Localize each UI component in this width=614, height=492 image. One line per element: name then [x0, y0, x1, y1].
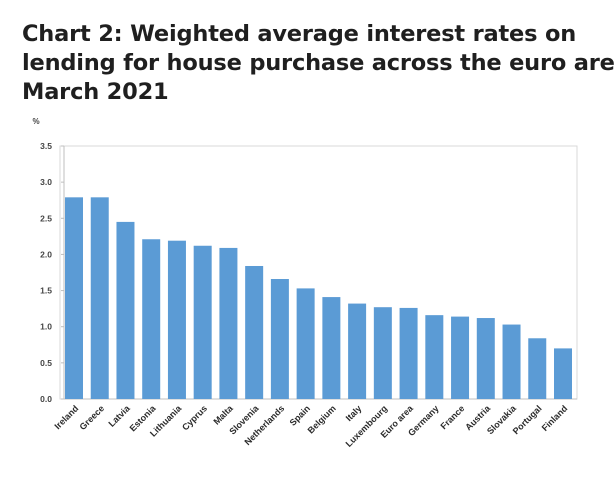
bars	[65, 197, 572, 399]
bar-luxembourg	[373, 307, 392, 399]
bar-cyprus	[193, 245, 212, 399]
bar-malta	[219, 247, 238, 399]
bar-slovenia	[245, 265, 264, 399]
bar-france	[451, 316, 470, 399]
bar-netherlands	[270, 279, 289, 399]
y-tick-label: 0.0	[40, 394, 52, 404]
y-axis-unit-label: %	[32, 117, 39, 126]
y-tick-label: 2.0	[40, 249, 52, 259]
x-category-label: Belgium	[306, 403, 338, 435]
x-category-label: Ireland	[52, 403, 80, 431]
bar-latvia	[116, 221, 135, 399]
y-tick-label: 1.5	[40, 286, 52, 296]
y-tick-label: 0.5	[40, 358, 52, 368]
chart-title-line-3: March 2021	[22, 79, 169, 105]
bar-germany	[425, 315, 444, 399]
chart-title: Chart 2: Weighted average interest rates…	[22, 20, 614, 107]
bar-finland	[554, 348, 572, 399]
plot-area	[59, 145, 578, 400]
y-tick-label: 2.5	[40, 213, 52, 223]
bar-portugal	[528, 338, 547, 399]
bar-italy	[348, 303, 367, 399]
bar-ireland	[65, 197, 83, 399]
bar-greece	[90, 197, 109, 399]
x-category-label: France	[439, 403, 467, 431]
bar-euro-area	[399, 307, 418, 399]
y-tick-label: 1.0	[40, 322, 52, 332]
x-category-label: Malta	[211, 403, 235, 427]
bar-slovakia	[502, 324, 521, 399]
y-tick-label: 3.5	[40, 141, 52, 151]
bar-estonia	[142, 239, 161, 399]
bar-austria	[476, 318, 495, 399]
x-category-label: Spain	[288, 403, 312, 427]
x-category-label: Italy	[344, 403, 364, 423]
x-category-label: Finland	[540, 403, 570, 433]
x-category-label: Greece	[77, 403, 106, 432]
bar-belgium	[322, 297, 341, 399]
chart-title-line-1: Chart 2: Weighted average interest rates…	[22, 21, 577, 47]
chart-title-line-2: lending for house purchase across the eu…	[22, 50, 614, 76]
bar-lithuania	[167, 240, 186, 399]
x-category-label: Cyprus	[180, 403, 209, 432]
bar-spain	[296, 288, 315, 399]
y-tick-label: 3.0	[40, 177, 52, 187]
